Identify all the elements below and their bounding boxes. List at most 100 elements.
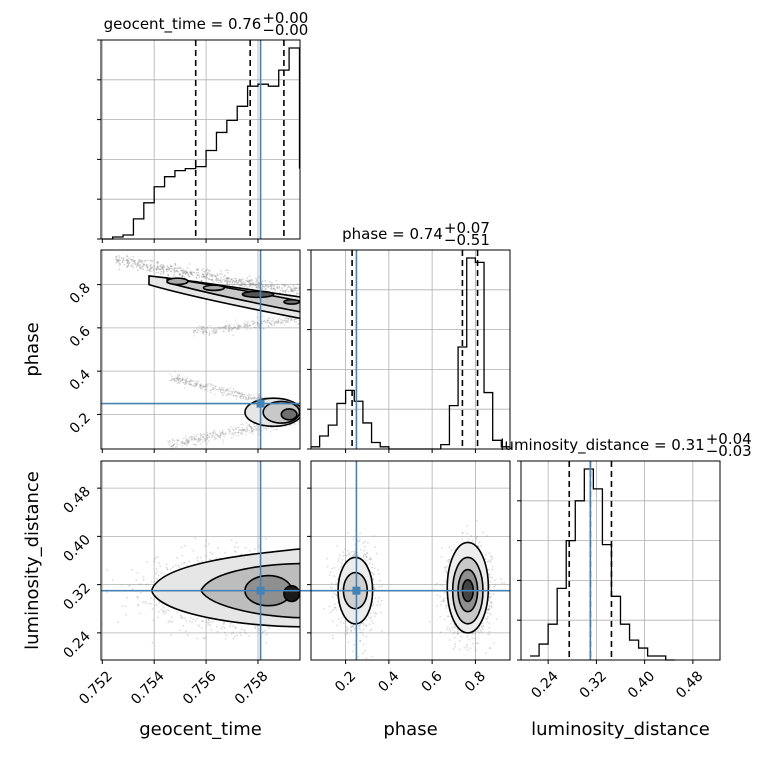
sample-point xyxy=(216,630,219,633)
sample-point xyxy=(206,431,208,434)
sample-point xyxy=(352,625,354,627)
sample-point xyxy=(188,263,191,265)
sample-point xyxy=(171,375,174,377)
sample-point xyxy=(194,329,196,332)
sample-point xyxy=(261,287,264,290)
sample-point xyxy=(273,323,276,325)
sample-point xyxy=(126,258,128,261)
panel-bg-phase-vs-phase xyxy=(311,250,510,449)
sample-point xyxy=(252,428,255,430)
sample-point xyxy=(353,643,356,646)
sample-point xyxy=(350,551,352,554)
sample-point xyxy=(380,599,383,602)
sample-point xyxy=(139,266,142,269)
sample-point xyxy=(265,321,267,324)
sample-point xyxy=(295,287,298,290)
sample-point xyxy=(253,423,255,426)
sample-point xyxy=(139,260,142,262)
sample-point xyxy=(166,265,169,267)
sample-point xyxy=(233,550,236,553)
sample-point xyxy=(256,323,259,325)
sample-point xyxy=(190,438,193,440)
sample-point xyxy=(194,380,196,383)
sample-point xyxy=(283,319,285,322)
sample-point xyxy=(234,390,237,393)
sample-point xyxy=(231,392,233,395)
sample-point xyxy=(176,382,179,384)
sample-point xyxy=(252,283,255,286)
sample-point xyxy=(221,394,224,397)
sample-point xyxy=(205,269,208,271)
sample-point xyxy=(238,278,241,281)
sample-point xyxy=(227,329,230,331)
sample-point xyxy=(287,317,290,319)
sample-point xyxy=(227,277,229,279)
sample-point xyxy=(145,584,147,586)
sample-point xyxy=(223,275,225,278)
sample-point xyxy=(266,320,269,322)
sample-point xyxy=(255,286,258,289)
sample-point xyxy=(247,396,250,398)
sample-point xyxy=(186,267,189,270)
sample-point xyxy=(157,574,160,577)
sample-point xyxy=(156,266,159,269)
sample-point xyxy=(211,279,214,282)
sample-point xyxy=(338,554,341,557)
sample-point xyxy=(187,273,190,275)
sample-point xyxy=(276,320,278,322)
sample-point xyxy=(203,637,206,640)
sample-point xyxy=(252,321,255,323)
sample-point xyxy=(293,289,296,292)
sample-point xyxy=(290,318,293,321)
sample-point xyxy=(471,637,474,640)
sample-point xyxy=(187,441,189,444)
sample-point xyxy=(488,647,491,650)
sample-point xyxy=(200,279,203,282)
sample-point xyxy=(477,631,480,634)
sample-point xyxy=(189,436,191,438)
sample-point xyxy=(488,599,490,602)
sample-point xyxy=(228,280,230,283)
sample-point xyxy=(244,323,247,325)
sample-point xyxy=(140,259,143,262)
sample-point xyxy=(439,595,442,598)
sample-point xyxy=(285,284,287,287)
sample-point xyxy=(351,650,354,653)
sample-point xyxy=(290,290,293,293)
sample-point xyxy=(244,326,246,328)
sample-point xyxy=(115,257,117,260)
sample-point xyxy=(290,319,292,321)
sample-point xyxy=(225,325,227,328)
sample-point xyxy=(253,397,256,399)
sample-point xyxy=(211,431,214,434)
sample-point xyxy=(240,281,242,283)
sample-point xyxy=(241,391,243,394)
sample-point xyxy=(266,319,269,321)
sample-point xyxy=(181,554,184,557)
sample-point xyxy=(190,383,192,386)
sample-point xyxy=(187,442,189,445)
sample-point xyxy=(153,580,156,583)
sample-point xyxy=(174,379,177,382)
sample-point xyxy=(176,439,179,442)
sample-point xyxy=(208,331,211,333)
sample-point xyxy=(232,434,235,436)
sample-point xyxy=(198,625,201,628)
sample-point xyxy=(255,428,258,431)
sample-point xyxy=(183,442,185,444)
sample-point xyxy=(493,585,495,588)
sample-point xyxy=(235,394,238,397)
sample-point xyxy=(199,433,202,435)
sample-point xyxy=(267,325,269,327)
sample-point xyxy=(234,277,237,280)
sample-point xyxy=(246,286,249,289)
sample-point xyxy=(195,438,197,440)
sample-point xyxy=(193,438,196,440)
sample-point xyxy=(443,599,445,602)
sample-point xyxy=(180,616,182,619)
sample-point xyxy=(254,284,256,287)
sample-point xyxy=(182,378,185,380)
sample-point xyxy=(201,328,203,330)
sample-point xyxy=(264,288,267,291)
sample-point xyxy=(235,395,238,398)
